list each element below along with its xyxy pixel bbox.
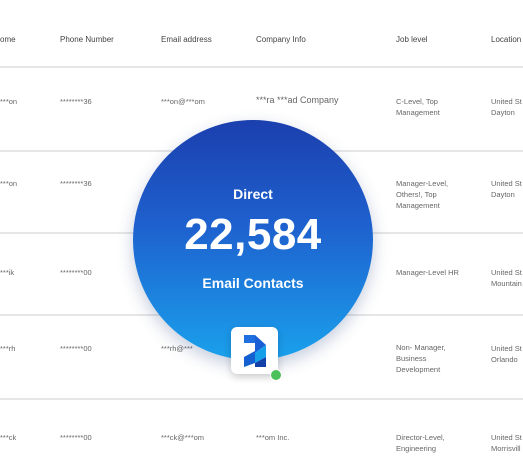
cell-name: ***ck	[0, 433, 17, 442]
header-location[interactable]: Location	[491, 35, 522, 44]
app-logo-badge[interactable]	[231, 327, 278, 374]
header-company[interactable]: Company Info	[256, 35, 306, 44]
cell-email: ***ck@***om	[161, 433, 205, 442]
cell-phone: ********00	[60, 268, 92, 277]
cell-location: United St Mountain	[491, 268, 522, 288]
cell-company: ***ra ***ad Company	[256, 95, 339, 105]
stat-number: 22,584	[184, 210, 322, 259]
cell-phone: ********00	[60, 433, 92, 442]
cell-email: ***rh@***	[161, 344, 193, 353]
cell-email: ***on@***om	[161, 97, 205, 106]
table-header: ome Phone Number Email address Company I…	[0, 0, 523, 68]
cell-job-level: Manager-Level, Others!, Top Management	[396, 179, 449, 210]
email-contacts-stat-circle: Direct 22,584 Email Contacts	[133, 120, 373, 360]
header-phone[interactable]: Phone Number	[60, 35, 114, 44]
cell-name: ***on	[0, 179, 18, 188]
cell-job-level: Manager-Level HR	[396, 268, 459, 277]
cell-job-level: C-Level, Top Management	[396, 97, 440, 117]
cell-name: ***rh	[0, 344, 16, 353]
table-row[interactable]: ***rh ********00 ***rh@*** Non- Manager,…	[0, 316, 523, 400]
cell-company: ***om Inc.	[256, 433, 290, 442]
cell-location: United St Dayton	[491, 179, 522, 199]
cell-location: United St Orlando	[491, 344, 522, 364]
cell-name: ***on	[0, 97, 18, 106]
header-name[interactable]: ome	[0, 35, 16, 44]
stat-bottom-label: Email Contacts	[202, 275, 304, 291]
cell-location: United St Dayton	[491, 97, 522, 117]
header-email[interactable]: Email address	[161, 35, 212, 44]
cell-phone: ********36	[60, 97, 92, 106]
cell-job-level: Non- Manager, Business Development	[396, 343, 446, 374]
cell-name: ***ik	[0, 268, 15, 277]
table-row[interactable]: ***ck ********00 ***ck@***om ***om Inc. …	[0, 400, 523, 476]
cell-phone: ********36	[60, 179, 92, 188]
stat-top-label: Direct	[233, 186, 273, 202]
cell-location: United St Morrisvill	[491, 433, 522, 453]
online-status-icon	[270, 369, 282, 381]
cell-phone: ********00	[60, 344, 92, 353]
header-job-level[interactable]: Job level	[396, 35, 428, 44]
cell-job-level: Director-Level, Engineering	[396, 433, 445, 453]
